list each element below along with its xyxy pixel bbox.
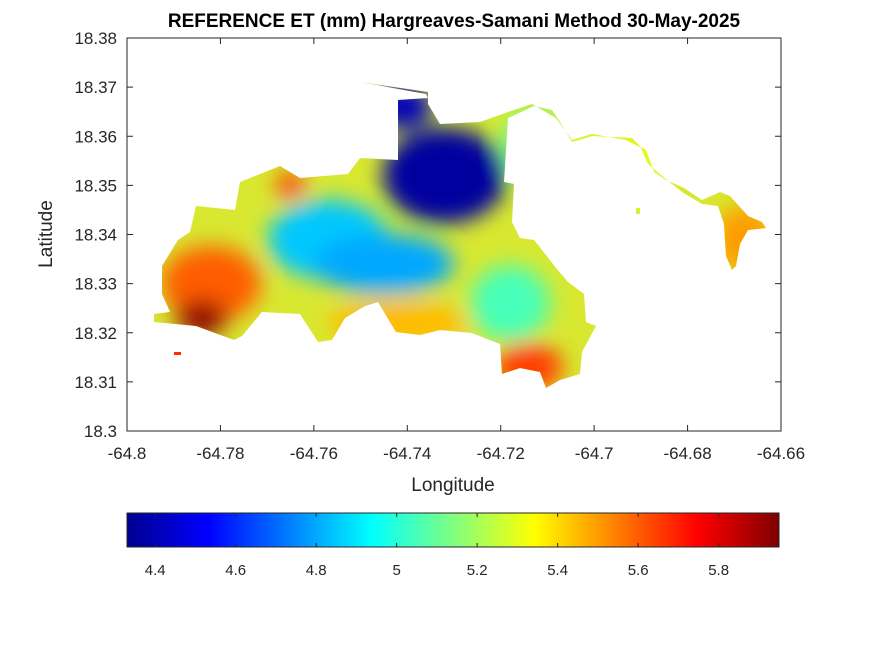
y-tick-label: 18.31 [74,373,117,392]
x-tick-label: -64.8 [108,444,147,463]
y-tick-label: 18.34 [74,226,117,245]
colorbar-tick-label: 4.8 [306,562,327,579]
colorbar [126,512,780,548]
colorbar-tick-label: 5.4 [547,562,568,579]
region-northern-basin [382,127,507,224]
colorbar-tick-label: 5.6 [628,562,649,579]
chart-title: REFERENCE ET (mm) Hargreaves-Samani Meth… [168,11,741,32]
x-tick-label: -64.74 [383,444,431,463]
y-axis-label: Latitude [36,200,57,268]
y-tick-label: 18.37 [74,78,117,97]
colorbar-tick-label: 5.8 [708,562,729,579]
x-tick-label: -64.68 [663,444,711,463]
isolated-pixel-east [636,208,640,214]
y-tick-label: 18.32 [74,324,117,343]
y-tick-label: 18.33 [74,275,117,294]
isolated-pixel [174,352,181,355]
colorbar-tick-label: 5.2 [467,562,488,579]
region-central-band [313,233,454,294]
region-west-hill [276,171,305,200]
colorbar-tick-label: 4.4 [145,562,166,579]
x-axis-label: Longitude [411,475,494,496]
y-tick-label: 18.3 [84,422,117,441]
region-southeast-slope [470,265,551,342]
x-tick-label: -64.7 [575,444,614,463]
colorbar-tick-label: 4.6 [225,562,246,579]
y-tick-label: 18.36 [74,127,117,146]
y-axis: 18.3 18.31 18.32 18.33 18.34 18.35 18.36 18.37 1… [74,29,781,441]
x-axis: -64.8 -64.78 -64.76 -64.74 -64.72 -64.7 -64.68… [108,38,805,463]
y-tick-label: 18.35 [74,176,117,195]
y-tick-label: 18.38 [74,29,117,48]
colorbar-ticks: 4.4 4.6 4.8 5 5.2 5.4 5.6 5.8 [145,513,729,579]
x-tick-label: -64.72 [477,444,525,463]
x-tick-label: -64.76 [290,444,338,463]
colorbar-tick-label: 5 [392,562,400,579]
region-southwest-plain [161,245,262,322]
x-tick-label: -64.78 [196,444,244,463]
x-tick-label: -64.66 [757,444,805,463]
